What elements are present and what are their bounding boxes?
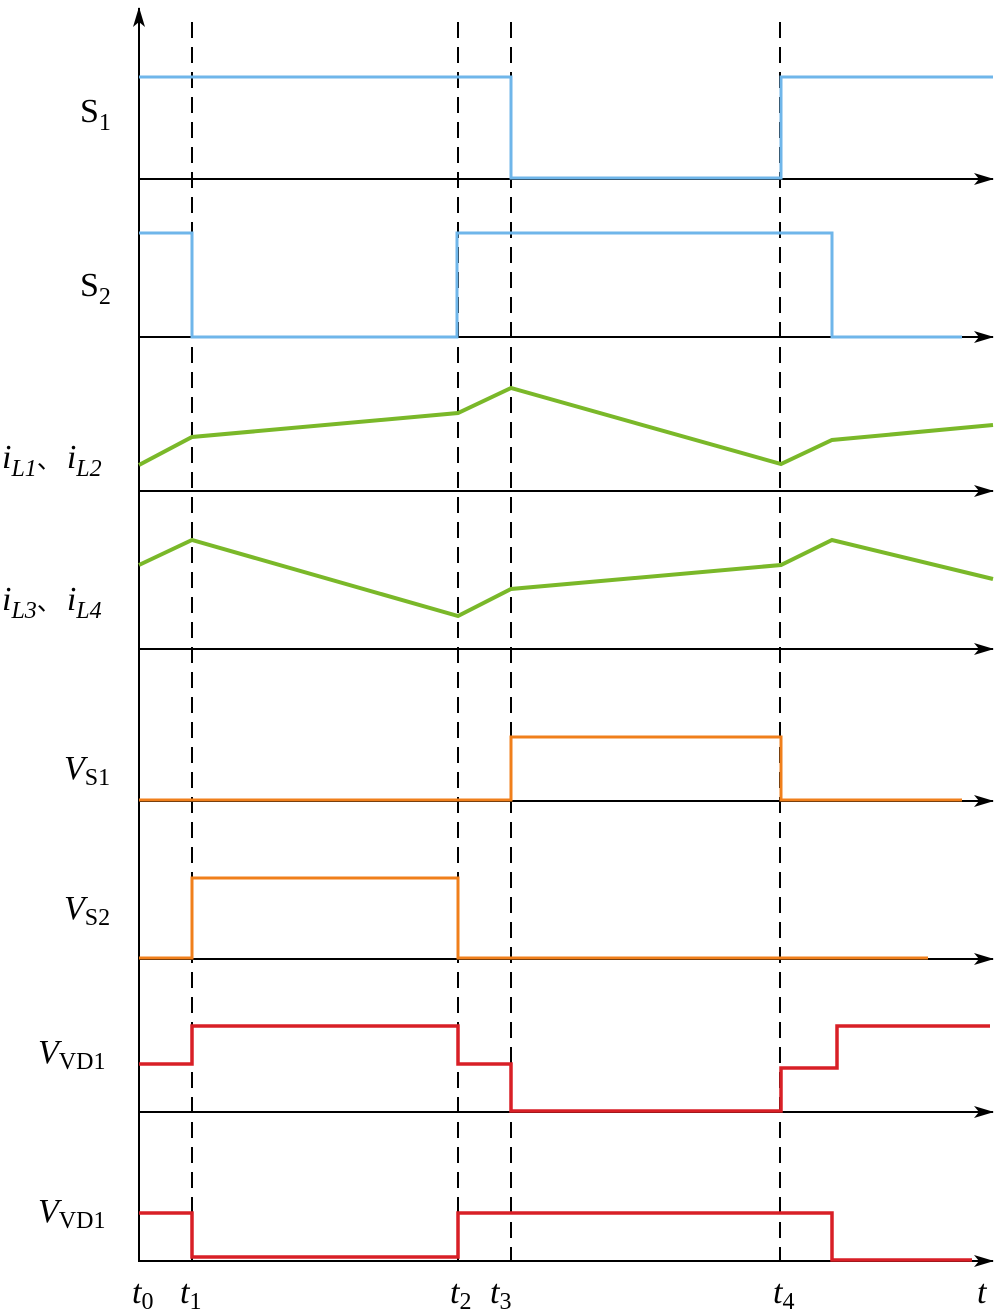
time-label-t3: t3	[490, 1274, 511, 1312]
time-label-t2: t2	[450, 1274, 471, 1312]
waveform-vs2	[139, 876, 928, 960]
waveform-vvd1b	[139, 1211, 972, 1262]
time-label-t4: t4	[773, 1274, 794, 1312]
label-vs2: VS2	[64, 890, 110, 931]
label-vvd1a: VVD1	[38, 1034, 105, 1075]
time-label-t0: t0	[132, 1274, 153, 1312]
waveform-s2	[139, 231, 962, 339]
label-s2: S2	[80, 267, 111, 310]
label-vvd1b: VVD1	[38, 1193, 105, 1234]
waveform-il12	[138, 385, 994, 467]
label-s1: S1	[80, 93, 111, 136]
label-vs1: VS1	[64, 750, 110, 791]
waveform-s1	[139, 75, 993, 180]
waveform-vs1	[139, 735, 962, 802]
waveform-vvd1a	[139, 1024, 990, 1113]
time-label-t1: t1	[180, 1274, 201, 1312]
time-axis-label: t	[977, 1274, 988, 1311]
label-il34: iL3、 iL4	[2, 581, 102, 624]
waveform-il34	[138, 537, 994, 619]
label-il12: iL1、 iL2	[2, 439, 102, 482]
